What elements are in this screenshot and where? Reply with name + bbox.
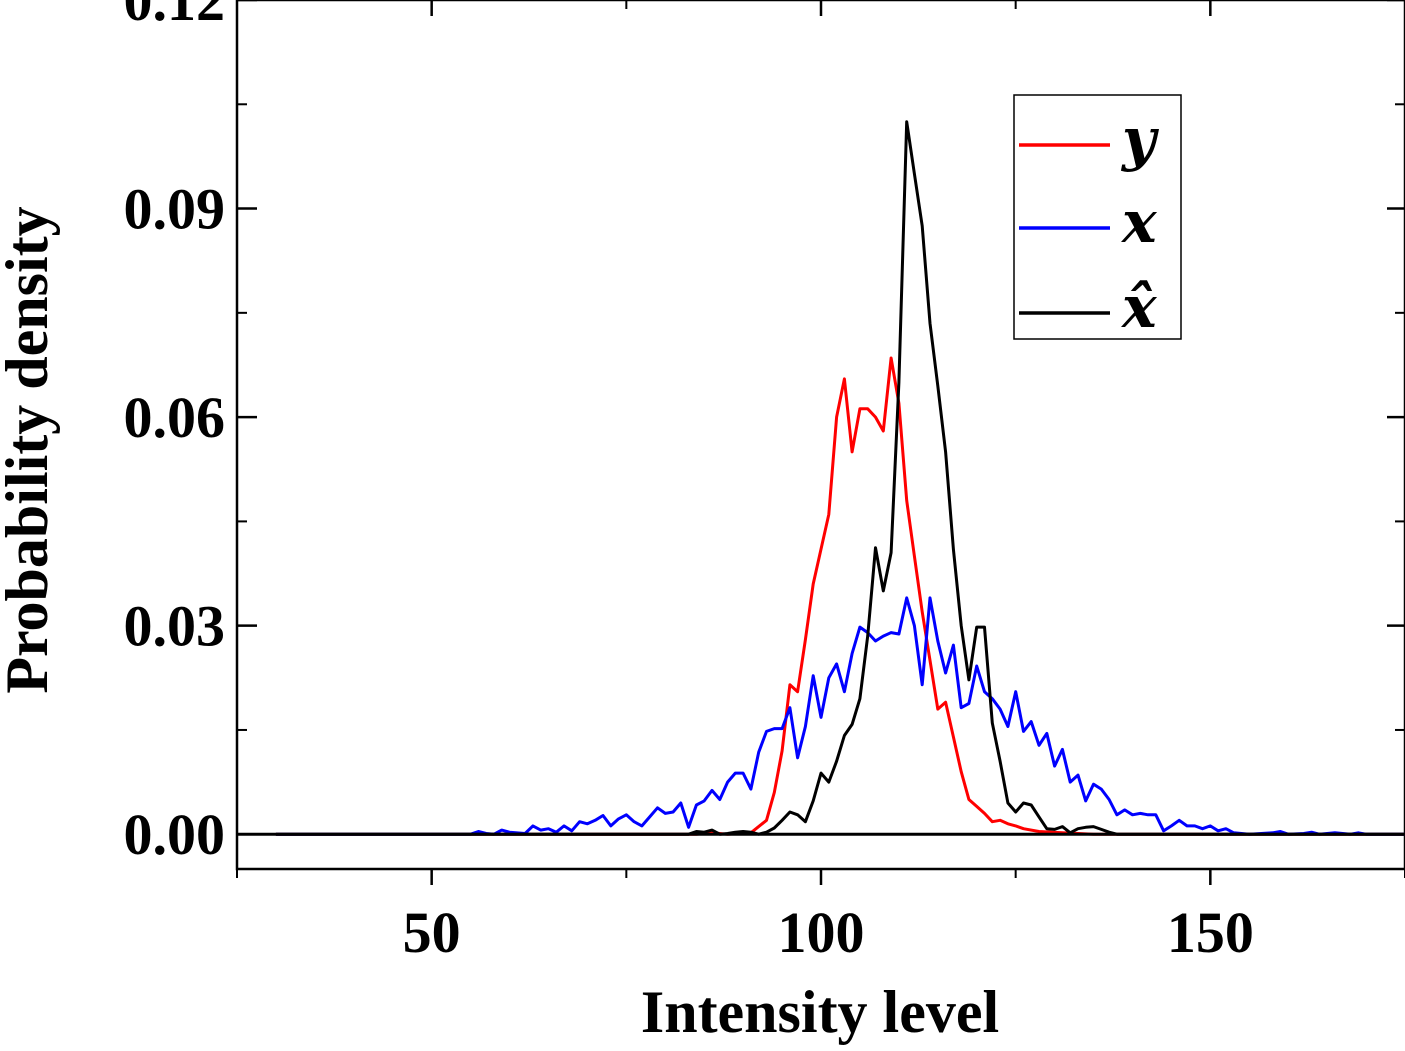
y-tick-label: 0.00	[124, 802, 226, 867]
legend-label: x	[1120, 188, 1158, 256]
x-axis-title: Intensity level	[641, 979, 999, 1045]
tick-labels: 0.00 0.03 0.06 0.09 0.12 50 100 150	[124, 0, 1254, 965]
series-line-1	[275, 596, 1405, 836]
legend: yx x̂	[1013, 94, 1182, 341]
legend-label: y	[1120, 105, 1160, 173]
x-tick-label: 50	[403, 900, 461, 965]
y-tick-label: 0.03	[124, 594, 226, 659]
series-layer	[237, 120, 1405, 836]
y-tick-label: 0.12	[124, 0, 226, 33]
series-line-0	[275, 356, 1405, 836]
legend-box	[1013, 94, 1182, 340]
ticks-layer	[236, 0, 1405, 885]
plot-frame	[235, 0, 1405, 871]
legend-label: x̂	[1120, 273, 1158, 341]
x-tick-label: 150	[1167, 900, 1254, 965]
y-axis-title: Probability density	[0, 206, 60, 693]
series-line-2	[275, 120, 1405, 836]
x-tick-label: 100	[778, 900, 865, 965]
y-tick-label: 0.06	[124, 385, 226, 450]
y-tick-label: 0.09	[124, 177, 226, 242]
